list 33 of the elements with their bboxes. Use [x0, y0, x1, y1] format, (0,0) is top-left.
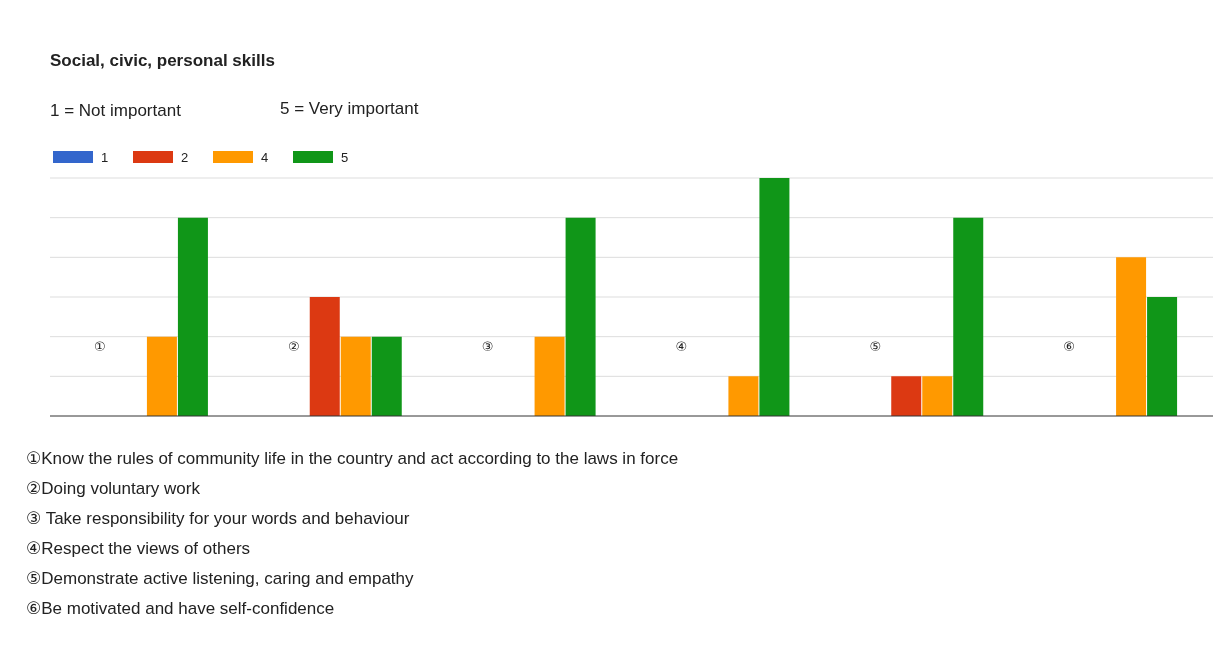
bar	[922, 376, 953, 416]
x-tick-label: ②	[287, 339, 300, 354]
text: ③ Take responsibility for your words and behaviour	[26, 509, 410, 528]
bar	[1147, 297, 1178, 416]
legend-label: 5	[341, 150, 349, 165]
x-tick-label: ④	[675, 339, 688, 354]
bar	[728, 376, 759, 416]
x-tick-label: ③	[481, 339, 494, 354]
legend-label: 1	[101, 150, 109, 165]
bar	[891, 376, 922, 416]
bar	[340, 336, 371, 416]
text: ⑥Be motivated and have self-confidence	[26, 599, 335, 618]
text: ④Respect the views of others	[26, 539, 251, 558]
text: 5 = Very important	[280, 99, 419, 118]
x-tick-label: ①	[94, 339, 106, 354]
legend-label: 4	[261, 150, 269, 165]
bar	[371, 336, 402, 416]
bar	[759, 178, 790, 416]
x-tick-label: ⑥	[1063, 339, 1075, 354]
bar	[953, 217, 984, 416]
text: ②Doing voluntary work	[26, 479, 201, 498]
bar	[309, 297, 340, 416]
chart-title: Social, civic, personal skills	[50, 51, 275, 70]
text: ①Know the rules of community life in the country and act according to the laws in force	[26, 449, 679, 468]
bar	[1116, 257, 1147, 416]
legend-label: 2	[181, 150, 189, 165]
bar	[534, 336, 565, 416]
bar	[146, 336, 177, 416]
text: 1 = Not important	[50, 101, 182, 120]
x-tick-label: ⑤	[869, 339, 882, 354]
bar	[177, 217, 208, 416]
bar	[565, 217, 596, 416]
text: ⑤Demonstrate active listening, caring and empathy	[26, 569, 415, 588]
